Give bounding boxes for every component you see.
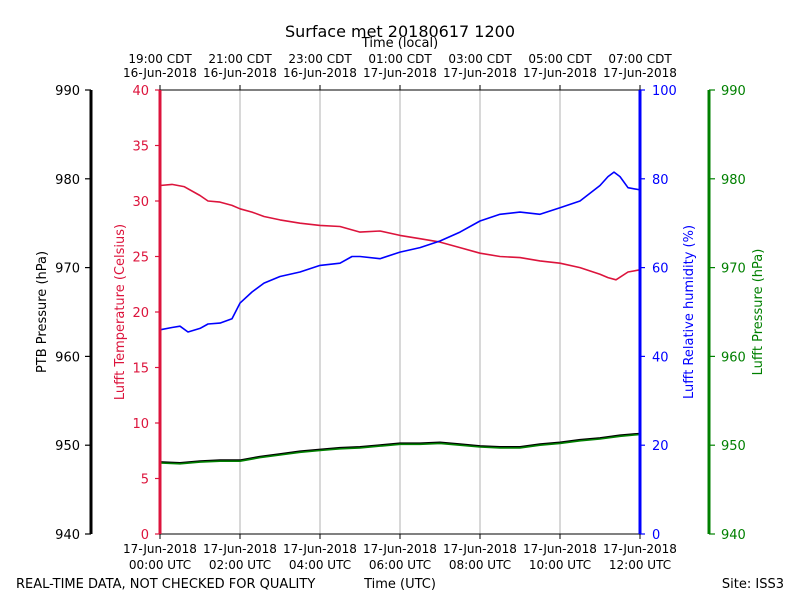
lufft-relative-humidity-line (159, 171, 641, 333)
bottom-x-tick-time: 10:00 UTC (529, 558, 591, 572)
temperature-axis-tick-label: 0 (141, 528, 149, 543)
humidity-axis-tick-label: 20 (652, 439, 669, 454)
bottom-x-tick-time: 00:00 UTC (129, 558, 191, 572)
bottom-x-tick-time: 12:00 UTC (609, 558, 671, 572)
axes (85, 85, 715, 539)
ptb-pressure-axis-tick-label: 970 (55, 262, 80, 277)
humidity-axis-title: Lufft Relative humidity (%) (682, 225, 697, 399)
temperature-axis-tick-label: 40 (132, 84, 149, 99)
bottom-x-tick-date: 17-Jun-2018 (123, 542, 197, 556)
temperature-axis-tick-label: 30 (132, 195, 149, 210)
temperature-axis-tick-label: 10 (132, 417, 149, 432)
bottom-x-tick-date: 17-Jun-2018 (363, 542, 437, 556)
lufft-pressure-axis-title: Lufft Pressure (hPa) (751, 249, 766, 376)
ptb-pressure-axis-tick-label: 940 (55, 528, 80, 543)
bottom-x-tick-date: 17-Jun-2018 (603, 542, 677, 556)
bottom-x-tick-date: 17-Jun-2018 (283, 542, 357, 556)
top-axis-title: Time (local) (361, 36, 438, 51)
top-x-tick-date: 17-Jun-2018 (443, 66, 517, 80)
ptb-pressure-line (159, 432, 641, 464)
tick-labels: 940 950 960 970 980 990 0 5 10 15 20 25 30 35 40 0 20 40 6… (55, 52, 746, 572)
top-x-tick-date: 17-Jun-2018 (363, 66, 437, 80)
bottom-x-tick-time: 04:00 UTC (289, 558, 351, 572)
lufft-pressure-axis-tick-label: 950 (721, 439, 746, 454)
bottom-x-tick-date: 17-Jun-2018 (523, 542, 597, 556)
ptb-pressure-axis-tick-label: 990 (55, 84, 80, 99)
bottom-x-tick-time: 08:00 UTC (449, 558, 511, 572)
ptb-pressure-axis-tick-label: 960 (55, 350, 80, 365)
top-x-tick-time: 19:00 CDT (128, 52, 192, 66)
lufft-temperature-line (159, 183, 641, 281)
top-x-tick-date: 16-Jun-2018 (203, 66, 277, 80)
humidity-axis-tick-label: 0 (652, 528, 660, 543)
bottom-axis-title: Time (UTC) (363, 577, 436, 592)
humidity-axis-tick-label: 40 (652, 350, 669, 365)
lufft-pressure-axis-tick-label: 940 (721, 528, 746, 543)
bottom-x-tick-date: 17-Jun-2018 (203, 542, 277, 556)
quality-disclaimer: REAL-TIME DATA, NOT CHECKED FOR QUALITY (16, 577, 315, 592)
bottom-x-tick-time: 02:00 UTC (209, 558, 271, 572)
top-x-tick-time: 01:00 CDT (368, 52, 432, 66)
humidity-axis-tick-label: 60 (652, 262, 669, 277)
temperature-axis-tick-label: 35 (132, 140, 149, 155)
top-x-tick-time: 05:00 CDT (528, 52, 592, 66)
temperature-axis-tick-label: 5 (141, 473, 149, 488)
humidity-axis-tick-label: 80 (652, 173, 669, 188)
top-x-tick-time: 23:00 CDT (288, 52, 352, 66)
temperature-axis-tick-label: 25 (132, 251, 149, 266)
top-x-tick-time: 03:00 CDT (448, 52, 512, 66)
site-label: Site: ISS3 (722, 577, 784, 592)
series-lines (159, 171, 641, 465)
temperature-axis-tick-label: 15 (132, 362, 149, 377)
lufft-pressure-axis-tick-label: 970 (721, 262, 746, 277)
temperature-axis-tick-label: 20 (132, 306, 149, 321)
ptb-pressure-axis-title: PTB Pressure (hPa) (35, 251, 50, 373)
top-x-tick-time: 21:00 CDT (208, 52, 272, 66)
bottom-x-tick-date: 17-Jun-2018 (443, 542, 517, 556)
temperature-axis-title: Lufft Temperature (Celsius) (113, 224, 128, 400)
lufft-pressure-axis-tick-label: 980 (721, 173, 746, 188)
top-x-tick-date: 16-Jun-2018 (283, 66, 357, 80)
ptb-pressure-axis-tick-label: 950 (55, 439, 80, 454)
lufft-pressure-line (159, 433, 641, 465)
top-x-tick-date: 17-Jun-2018 (603, 66, 677, 80)
lufft-pressure-axis-tick-label: 990 (721, 84, 746, 99)
ptb-pressure-axis-tick-label: 980 (55, 173, 80, 188)
chart-title: Surface met 20180617 1200 (285, 22, 515, 41)
top-x-tick-date: 16-Jun-2018 (123, 66, 197, 80)
top-x-tick-date: 17-Jun-2018 (523, 66, 597, 80)
top-x-tick-time: 07:00 CDT (608, 52, 672, 66)
bottom-x-tick-time: 06:00 UTC (369, 558, 431, 572)
humidity-axis-tick-label: 100 (652, 84, 677, 99)
lufft-pressure-axis-tick-label: 960 (721, 350, 746, 365)
